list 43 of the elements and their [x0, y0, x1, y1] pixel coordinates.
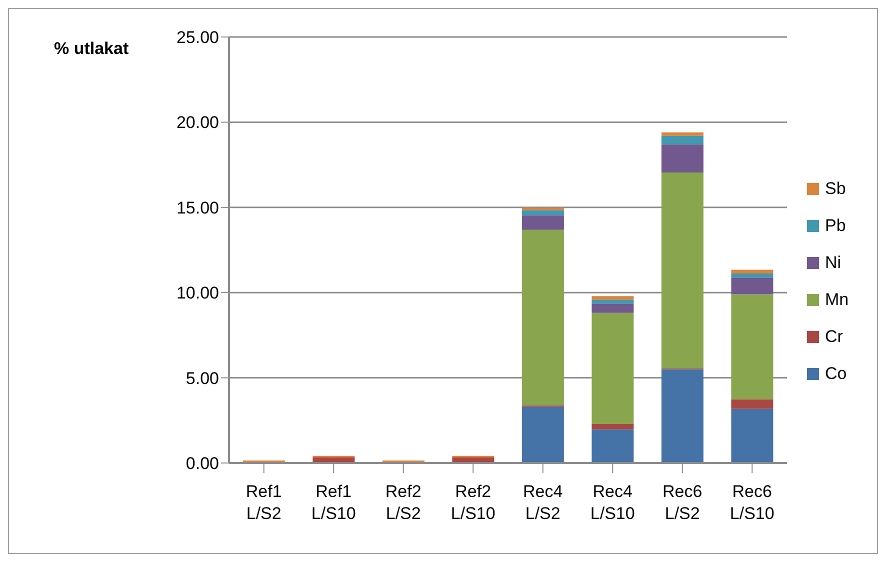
bar: [731, 278, 774, 294]
bar: [661, 172, 704, 368]
y-tick-label: 20.00: [176, 113, 219, 132]
x-tick-label: Rec4 L/S10: [590, 482, 635, 523]
bar: [731, 274, 774, 278]
legend-label: Pb: [825, 216, 846, 236]
y-tick-label: 0.00: [186, 454, 219, 474]
bar: [592, 424, 634, 430]
bar: [731, 294, 774, 400]
bar: [522, 215, 564, 230]
bar: [592, 296, 634, 300]
y-tick-label: 25.00: [176, 28, 219, 48]
bar: [592, 300, 634, 304]
bar: [731, 408, 774, 463]
bar: [522, 230, 564, 406]
bar: [522, 208, 564, 210]
bar: [731, 399, 774, 409]
legend-label: Mn: [825, 290, 849, 310]
x-tick-label: Ref2 L/S10: [450, 482, 496, 523]
bar: [522, 406, 564, 463]
x-tick-label: Rec6 L/S10: [730, 482, 774, 523]
x-tick-label: Rec4 L/S2: [523, 482, 563, 523]
bar: [731, 270, 774, 274]
bar: [522, 210, 564, 216]
bar: [661, 132, 704, 136]
y-tick-label: 5.00: [186, 368, 219, 388]
bar: [592, 304, 634, 313]
x-tick-label: Ref1 L/S2: [246, 482, 282, 523]
y-axis-title: % utlakat: [54, 39, 129, 59]
bar: [592, 429, 634, 463]
y-tick-label: 15.00: [176, 198, 219, 218]
x-tick-label: Ref2 L/S2: [385, 482, 422, 523]
legend-label: Co: [825, 364, 847, 384]
legend-label: Sb: [825, 178, 846, 198]
y-tick-label: 10.00: [176, 284, 219, 303]
bar: [661, 144, 704, 172]
legend-label: Cr: [825, 326, 843, 346]
bar: [661, 369, 704, 463]
x-tick-label: Ref1 L/S10: [311, 482, 356, 523]
legend-label: Ni: [825, 252, 842, 272]
x-tick-label: Rec6 L/S2: [662, 482, 702, 523]
bar: [592, 312, 634, 424]
bar: [661, 136, 704, 144]
